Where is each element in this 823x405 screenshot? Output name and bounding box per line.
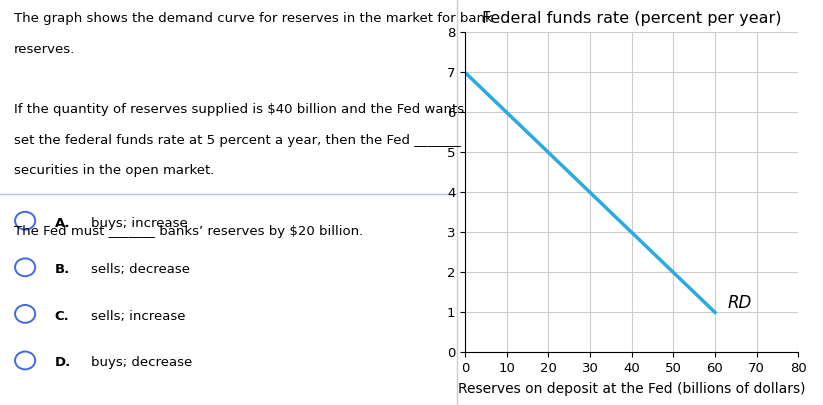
Text: buys; increase: buys; increase (91, 217, 188, 230)
Text: RD: RD (728, 294, 751, 312)
Text: The Fed must _______ banks’ reserves by $20 billion.: The Fed must _______ banks’ reserves by … (14, 225, 363, 238)
Text: D.: D. (55, 356, 71, 369)
Text: reserves.: reserves. (14, 43, 75, 55)
Text: sells; increase: sells; increase (91, 310, 186, 323)
X-axis label: Reserves on deposit at the Fed (billions of dollars): Reserves on deposit at the Fed (billions… (458, 382, 806, 396)
Text: C.: C. (55, 310, 70, 323)
Text: If the quantity of reserves supplied is $40 billion and the Fed wants to: If the quantity of reserves supplied is … (14, 103, 481, 116)
Text: set the federal funds rate at 5 percent a year, then the Fed _______: set the federal funds rate at 5 percent … (14, 134, 460, 147)
Text: A.: A. (55, 217, 71, 230)
Title: Federal funds rate (percent per year): Federal funds rate (percent per year) (482, 11, 781, 26)
Text: buys; decrease: buys; decrease (91, 356, 193, 369)
Text: sells; decrease: sells; decrease (91, 263, 190, 276)
Text: B.: B. (55, 263, 70, 276)
Text: securities in the open market.: securities in the open market. (14, 164, 214, 177)
Text: The graph shows the demand curve for reserves in the market for bank: The graph shows the demand curve for res… (14, 12, 492, 25)
